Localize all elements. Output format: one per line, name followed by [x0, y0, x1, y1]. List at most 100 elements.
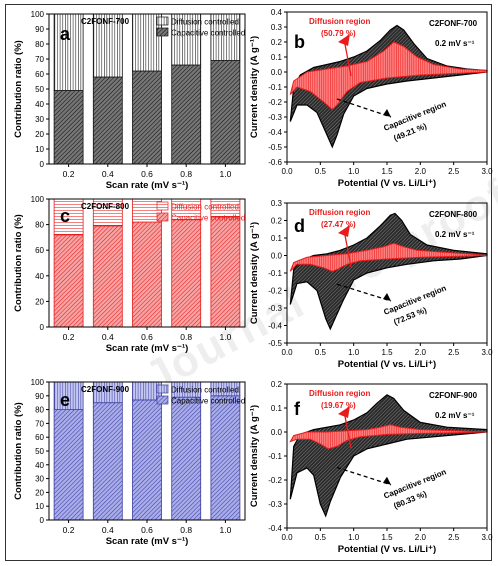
y-tick-label: 100 — [31, 10, 45, 19]
y-axis-label: Contribution ratio (%) — [13, 214, 24, 312]
panel-f: 0.0 0.5 1.0 1.5 2.0 2.5 3.0 -0.4 -0.3 -0.2 -0.1 0.0… — [249, 380, 493, 555]
capacitive-arrowhead — [383, 476, 391, 485]
y-tick-label: -0.3 — [268, 304, 282, 313]
y-tick-label: 50 — [35, 447, 44, 456]
y-tick-label: 40 — [35, 100, 44, 109]
y-axis-label: Current density (A g⁻¹) — [249, 36, 260, 138]
panel-d: 0.0 0.5 1.0 1.5 2.0 2.5 3.0 -0.5 -0.4 -0.3 -0.2 -0.… — [249, 199, 493, 370]
y-tick-label: 70 — [35, 419, 44, 428]
diffusion-arrow — [343, 229, 352, 268]
plot-frame — [286, 383, 488, 529]
bar-capacitive — [92, 76, 123, 165]
x-tick-label: 0.4 — [102, 169, 114, 179]
x-tick-label: 0.5 — [315, 348, 327, 357]
diffusion-percent-label: (50.79 %) — [321, 29, 356, 38]
legend-label-capacitive: Capacitive controlled — [171, 214, 245, 223]
plot-frame — [48, 198, 246, 328]
sample-label: C2FONF-800 — [429, 210, 478, 219]
y-axis-label: Contribution ratio (%) — [13, 402, 24, 500]
scan-rate-label: 0.2 mV s⁻¹ — [435, 39, 475, 48]
bar-capacitive — [210, 216, 241, 328]
panel-letter: e — [60, 390, 70, 410]
y-tick-label: -0.5 — [268, 339, 282, 348]
legend-label-capacitive: Capacitive controlled — [171, 29, 245, 38]
y-tick-label: 80 — [35, 221, 44, 230]
y-tick-label: -0.1 — [268, 269, 282, 278]
x-tick-label: 0.4 — [102, 525, 114, 535]
bar-capacitive — [171, 396, 202, 521]
y-tick-label: -0.6 — [268, 158, 282, 167]
x-axis-label: Potential (V vs. Li/Li⁺) — [338, 359, 436, 370]
panel-letter: f — [294, 399, 301, 419]
x-tick-label: 1.5 — [381, 533, 393, 542]
bar-capacitive — [171, 219, 202, 328]
y-tick-label: -0.3 — [268, 500, 282, 509]
y-tick-label: 40 — [35, 272, 44, 281]
cv-capacitive-region — [289, 242, 488, 272]
x-tick-label: 2.0 — [415, 167, 427, 176]
capacitive-arrow — [336, 283, 392, 302]
y-tick-label: -0.5 — [268, 143, 282, 152]
y-axis-label: Current density (A g⁻¹) — [249, 222, 260, 324]
bar-diffusion — [132, 13, 162, 72]
panel-letter: d — [294, 216, 305, 236]
x-tick-label: 1.5 — [381, 348, 393, 357]
legend-swatch-capacitive — [156, 395, 169, 405]
bar-capacitive — [132, 221, 162, 328]
x-tick-label: 1.0 — [348, 348, 360, 357]
y-axis-label: Current density (A g⁻¹) — [249, 405, 260, 507]
y-tick-label: 30 — [35, 475, 44, 484]
bar-capacitive — [210, 395, 241, 521]
legend-swatch-diffusion — [156, 16, 169, 26]
x-tick-label: 2.5 — [448, 167, 460, 176]
panel-e: 0.2 0.4 0.6 0.8 1.0 0 10 20 30 40 50 60 70 80 90 100 Sca… — [13, 378, 246, 547]
y-tick-label: 100 — [31, 195, 45, 204]
panel-c: 0.2 0.4 0.6 0.8 1.0 0 20 40 60 80 100 Scan rate (mV… — [13, 195, 246, 354]
bar-diffusion — [53, 381, 84, 411]
y-tick-label: 0.0 — [271, 252, 283, 261]
bar-capacitive — [132, 70, 162, 165]
x-tick-label: 0.2 — [63, 332, 75, 342]
y-tick-label: 0.1 — [271, 404, 283, 413]
bar-capacitive — [210, 60, 241, 165]
sample-label: C2FONF-700 — [81, 17, 130, 26]
y-tick-label: 0.4 — [271, 8, 283, 17]
x-tick-label: 0.8 — [180, 332, 192, 342]
y-tick-label: 0.3 — [271, 23, 283, 32]
y-tick-label: 0 — [40, 160, 45, 169]
x-tick-label: 3.0 — [481, 533, 493, 542]
x-tick-label: 0.6 — [141, 332, 153, 342]
x-tick-label: 0.2 — [63, 169, 75, 179]
y-tick-label: 0.0 — [271, 428, 283, 437]
y-tick-label: 30 — [35, 115, 44, 124]
x-tick-label: 1.5 — [381, 167, 393, 176]
y-tick-label: 80 — [35, 406, 44, 415]
x-tick-label: 1.0 — [219, 332, 231, 342]
diffusion-region-label: Diffusion region — [309, 208, 370, 217]
plot-frame — [286, 11, 488, 163]
x-tick-label: 3.0 — [481, 348, 493, 357]
x-tick-label: 2.5 — [448, 348, 460, 357]
y-tick-label: 0.1 — [271, 53, 283, 62]
x-tick-label: 0.0 — [281, 167, 293, 176]
bar-capacitive — [132, 399, 162, 521]
y-tick-label: 0.3 — [271, 199, 283, 208]
y-tick-label: 20 — [35, 488, 44, 497]
sample-label: C2FONF-900 — [81, 385, 130, 394]
y-axis-label: Contribution ratio (%) — [13, 40, 24, 138]
bar-capacitive — [92, 402, 123, 521]
diffusion-arrow — [343, 38, 352, 77]
y-tick-label: 0.2 — [271, 217, 283, 226]
diffusion-arrowhead — [338, 225, 350, 237]
x-axis-label: Potential (V vs. Li/Li⁺) — [338, 178, 436, 189]
y-tick-label: 0.2 — [271, 38, 283, 47]
y-tick-label: 60 — [35, 433, 44, 442]
x-tick-label: 3.0 — [481, 167, 493, 176]
y-tick-label: -0.1 — [268, 83, 282, 92]
x-axis-label: Scan rate (mV s⁻¹) — [106, 180, 189, 191]
panel-letter: b — [294, 32, 305, 52]
y-tick-label: 100 — [31, 378, 45, 387]
legend-swatch-capacitive — [156, 27, 169, 37]
x-tick-label: 1.0 — [348, 167, 360, 176]
